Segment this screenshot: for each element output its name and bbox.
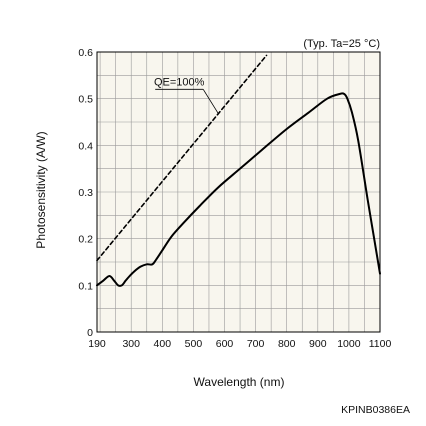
plot-frame: [96, 51, 381, 333]
y-tick-label: 0.1: [78, 280, 93, 292]
annotation-layer: QE=100%: [154, 76, 219, 114]
y-axis-label: Photosensitivity (A/W): [34, 131, 48, 248]
x-tick-label: 190: [88, 338, 106, 350]
series-layer: [96, 54, 381, 287]
x-tick-label: 1100: [369, 338, 392, 350]
x-tick-label: 900: [309, 338, 327, 350]
series-photosensitivity-line: [96, 92, 381, 287]
x-axis-label: Wavelength (nm): [194, 375, 285, 389]
x-tick-label: 1000: [337, 338, 361, 350]
y-tick-label: 0.4: [78, 140, 93, 152]
x-tick-label: 400: [154, 338, 172, 350]
figure-code: KPINB0386EA: [341, 404, 410, 416]
x-tick-label: 300: [122, 338, 140, 350]
x-tick-label: 500: [185, 338, 203, 350]
y-tick-label: 0.2: [78, 234, 93, 246]
x-tick-label: 800: [278, 338, 296, 350]
y-tick-label: 0.5: [78, 94, 93, 106]
measurement-condition: (Typ. Ta=25 °C): [303, 38, 380, 50]
grid-lines: [97, 52, 380, 332]
annotation-label: QE=100%: [154, 76, 205, 88]
x-tick-label: 600: [216, 338, 234, 350]
x-tick-label: 700: [247, 338, 265, 350]
y-tick-labels: 0 0.1 0.2 0.3 0.4 0.5 0.6: [78, 47, 93, 339]
x-tick-labels: 190 300 400 500 600 700 800 900 1000 1100: [88, 338, 391, 350]
y-tick-label: 0.3: [78, 187, 93, 199]
series-qe-100-line: [96, 54, 268, 262]
annotation-leader-line: [202, 89, 219, 114]
y-tick-label: 0: [87, 327, 93, 339]
axes: [96, 51, 381, 333]
y-tick-label: 0.6: [78, 47, 93, 59]
